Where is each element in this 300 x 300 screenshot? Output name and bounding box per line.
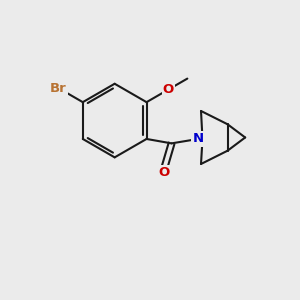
Text: O: O: [163, 83, 174, 96]
Text: O: O: [159, 166, 170, 179]
Text: N: N: [193, 133, 204, 146]
Text: Br: Br: [50, 82, 67, 95]
